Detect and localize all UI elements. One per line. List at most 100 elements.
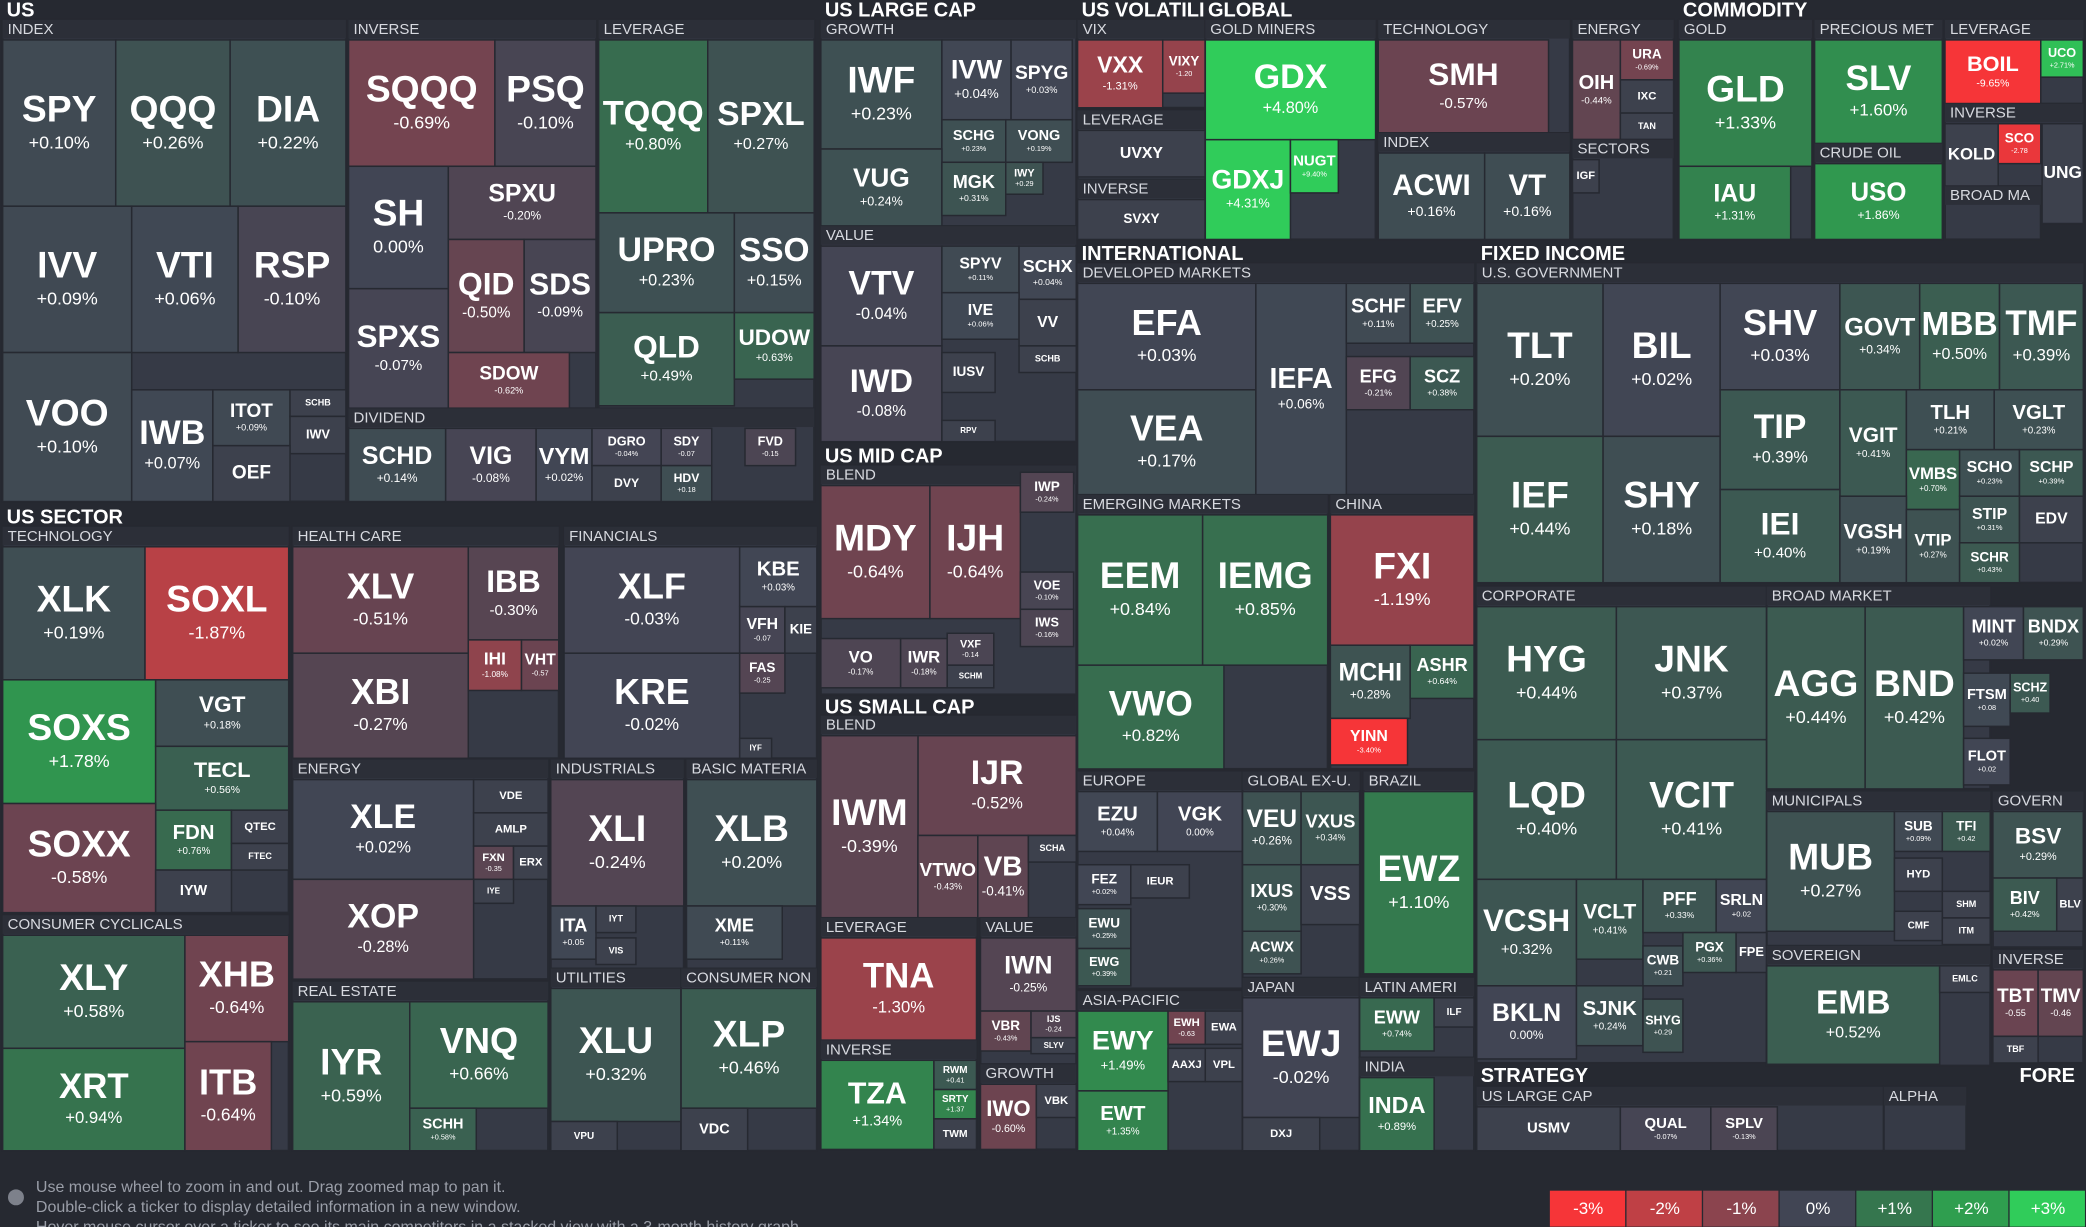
ticker-symbol[interactable]: VT bbox=[1508, 169, 1546, 202]
ticker-tile[interactable] bbox=[1765, 965, 1941, 1066]
ticker-tile[interactable] bbox=[447, 165, 597, 241]
ticker-symbol[interactable]: EWH bbox=[1173, 1017, 1199, 1029]
ticker-tile[interactable] bbox=[1377, 39, 1550, 134]
ticker-tile[interactable] bbox=[1615, 605, 1768, 741]
ticker-tile[interactable] bbox=[1765, 810, 1896, 933]
ticker-tile[interactable] bbox=[1678, 165, 1792, 241]
ticker-tile[interactable] bbox=[820, 1059, 935, 1151]
ticker-symbol[interactable]: TMV bbox=[2041, 986, 2081, 1007]
ticker-symbol[interactable]: MCHI bbox=[1339, 659, 1403, 687]
ticker-symbol[interactable]: SRLN bbox=[1720, 892, 1763, 909]
ticker-symbol[interactable]: IYT bbox=[609, 914, 624, 924]
ticker-tile[interactable] bbox=[1719, 488, 1841, 584]
ticker-symbol[interactable]: VGT bbox=[199, 692, 246, 717]
ticker-symbol[interactable]: SPXL bbox=[717, 96, 804, 133]
ticker-tile[interactable] bbox=[563, 652, 741, 760]
ticker-tile[interactable] bbox=[1409, 355, 1475, 411]
ticker-symbol[interactable]: XLE bbox=[350, 798, 416, 836]
ticker-symbol[interactable]: VXX bbox=[1097, 52, 1144, 78]
ticker-symbol[interactable]: SJNK bbox=[1583, 998, 1638, 1020]
ticker-tile[interactable] bbox=[472, 812, 549, 847]
ticker-tile[interactable] bbox=[1813, 39, 1944, 145]
ticker-symbol[interactable]: SQQQ bbox=[366, 67, 478, 109]
ticker-symbol[interactable]: EMB bbox=[1816, 984, 1890, 1021]
ticker-symbol[interactable]: VTWO bbox=[920, 859, 976, 880]
ticker-symbol[interactable]: BIL bbox=[1632, 324, 1692, 366]
ticker-symbol[interactable]: SCHA bbox=[1040, 843, 1066, 853]
ticker-tile[interactable] bbox=[1161, 39, 1207, 94]
ticker-symbol[interactable]: DXJ bbox=[1270, 1128, 1292, 1140]
ticker-tile[interactable] bbox=[1167, 1047, 1207, 1083]
ticker-symbol[interactable]: SCHO bbox=[1967, 459, 2013, 476]
ticker-tile[interactable] bbox=[1241, 997, 1361, 1119]
ticker-tile[interactable] bbox=[941, 245, 1020, 294]
ticker-symbol[interactable]: ACWX bbox=[1250, 940, 1295, 956]
ticker-tile[interactable] bbox=[1905, 389, 1995, 451]
ticker-symbol[interactable]: XLI bbox=[588, 807, 646, 849]
ticker-tile[interactable] bbox=[1076, 907, 1132, 950]
ticker-symbol[interactable]: KOLD bbox=[1948, 144, 1995, 163]
ticker-tile[interactable] bbox=[1329, 514, 1475, 646]
ticker-symbol[interactable]: XLV bbox=[347, 565, 415, 606]
ticker-symbol[interactable]: XLB bbox=[714, 807, 789, 849]
ticker-tile[interactable] bbox=[1076, 198, 1207, 241]
ticker-symbol[interactable]: FDN bbox=[173, 822, 215, 844]
ticker-symbol[interactable]: EZU bbox=[1097, 804, 1138, 826]
ticker-tile[interactable] bbox=[1300, 790, 1361, 866]
ticker-symbol[interactable]: SPYV bbox=[959, 256, 1002, 273]
ticker-symbol[interactable]: VGIT bbox=[1849, 424, 1898, 447]
ticker-tile[interactable] bbox=[929, 484, 1022, 620]
ticker-symbol[interactable]: TAN bbox=[1638, 121, 1656, 131]
ticker-symbol[interactable]: FAS bbox=[749, 660, 775, 675]
ticker-symbol[interactable]: SCHP bbox=[2029, 459, 2073, 476]
ticker-symbol[interactable]: IEI bbox=[1761, 506, 1800, 542]
ticker-tile[interactable] bbox=[1076, 39, 1164, 109]
ticker-tile[interactable] bbox=[979, 1083, 1038, 1151]
ticker-symbol[interactable]: TLT bbox=[1507, 324, 1573, 366]
ticker-symbol[interactable]: BSV bbox=[2015, 824, 2062, 849]
ticker-tile[interactable] bbox=[1642, 998, 1684, 1054]
ticker-symbol[interactable]: TBF bbox=[2007, 1044, 2025, 1054]
ticker-tile[interactable] bbox=[1615, 738, 1768, 881]
ticker-symbol[interactable]: VTV bbox=[848, 264, 914, 302]
ticker-symbol[interactable]: USO bbox=[1851, 178, 1907, 206]
ticker-tile[interactable] bbox=[1719, 282, 1841, 391]
ticker-symbol[interactable]: TWM bbox=[943, 1129, 968, 1140]
ticker-symbol[interactable]: IAU bbox=[1713, 180, 1756, 208]
ticker-symbol[interactable]: IJH bbox=[946, 516, 1004, 558]
ticker-symbol[interactable]: SHM bbox=[1956, 899, 1976, 909]
ticker-symbol[interactable]: VBR bbox=[991, 1018, 1020, 1033]
ticker-symbol[interactable]: SPXU bbox=[488, 180, 556, 208]
ticker-tile[interactable] bbox=[933, 1088, 978, 1120]
ticker-tile[interactable] bbox=[1998, 282, 2085, 391]
ticker-tile[interactable] bbox=[237, 205, 347, 354]
ticker-tile[interactable] bbox=[523, 238, 597, 354]
ticker-tile[interactable] bbox=[1241, 863, 1302, 932]
ticker-symbol[interactable]: VTI bbox=[156, 244, 214, 286]
ticker-symbol[interactable]: MDY bbox=[834, 516, 917, 558]
ticker-tile[interactable] bbox=[467, 639, 523, 692]
ticker-tile[interactable] bbox=[1358, 997, 1435, 1052]
ticker-symbol[interactable]: IWY bbox=[1014, 167, 1035, 179]
ticker-symbol[interactable]: EFG bbox=[1360, 366, 1397, 386]
ticker-tile[interactable] bbox=[1204, 39, 1377, 141]
ticker-symbol[interactable]: YINN bbox=[1350, 728, 1388, 745]
ticker-symbol[interactable]: VXUS bbox=[1305, 810, 1355, 831]
ticker-symbol[interactable]: RWM bbox=[943, 1065, 968, 1076]
ticker-symbol[interactable]: QUAL bbox=[1644, 1115, 1686, 1132]
ticker-symbol[interactable]: TBT bbox=[1997, 986, 2034, 1007]
ticker-symbol[interactable]: VGSH bbox=[1844, 520, 1903, 543]
ticker-tile[interactable] bbox=[154, 869, 233, 914]
ticker-tile[interactable] bbox=[291, 546, 470, 654]
ticker-tile[interactable] bbox=[1, 39, 117, 207]
ticker-symbol[interactable]: OIH bbox=[1579, 72, 1615, 94]
ticker-symbol[interactable]: ASHR bbox=[1416, 655, 1467, 675]
ticker-symbol[interactable]: SHYG bbox=[1645, 1013, 1681, 1027]
ticker-symbol[interactable]: SDS bbox=[529, 269, 591, 302]
ticker-tile[interactable] bbox=[2041, 122, 2085, 225]
ticker-symbol[interactable]: VCSH bbox=[1483, 903, 1570, 938]
ticker-symbol[interactable]: IWN bbox=[1004, 951, 1052, 979]
ticker-tile[interactable] bbox=[291, 878, 475, 980]
ticker-tile[interactable] bbox=[1575, 878, 1644, 960]
ticker-tile[interactable] bbox=[1, 205, 133, 354]
